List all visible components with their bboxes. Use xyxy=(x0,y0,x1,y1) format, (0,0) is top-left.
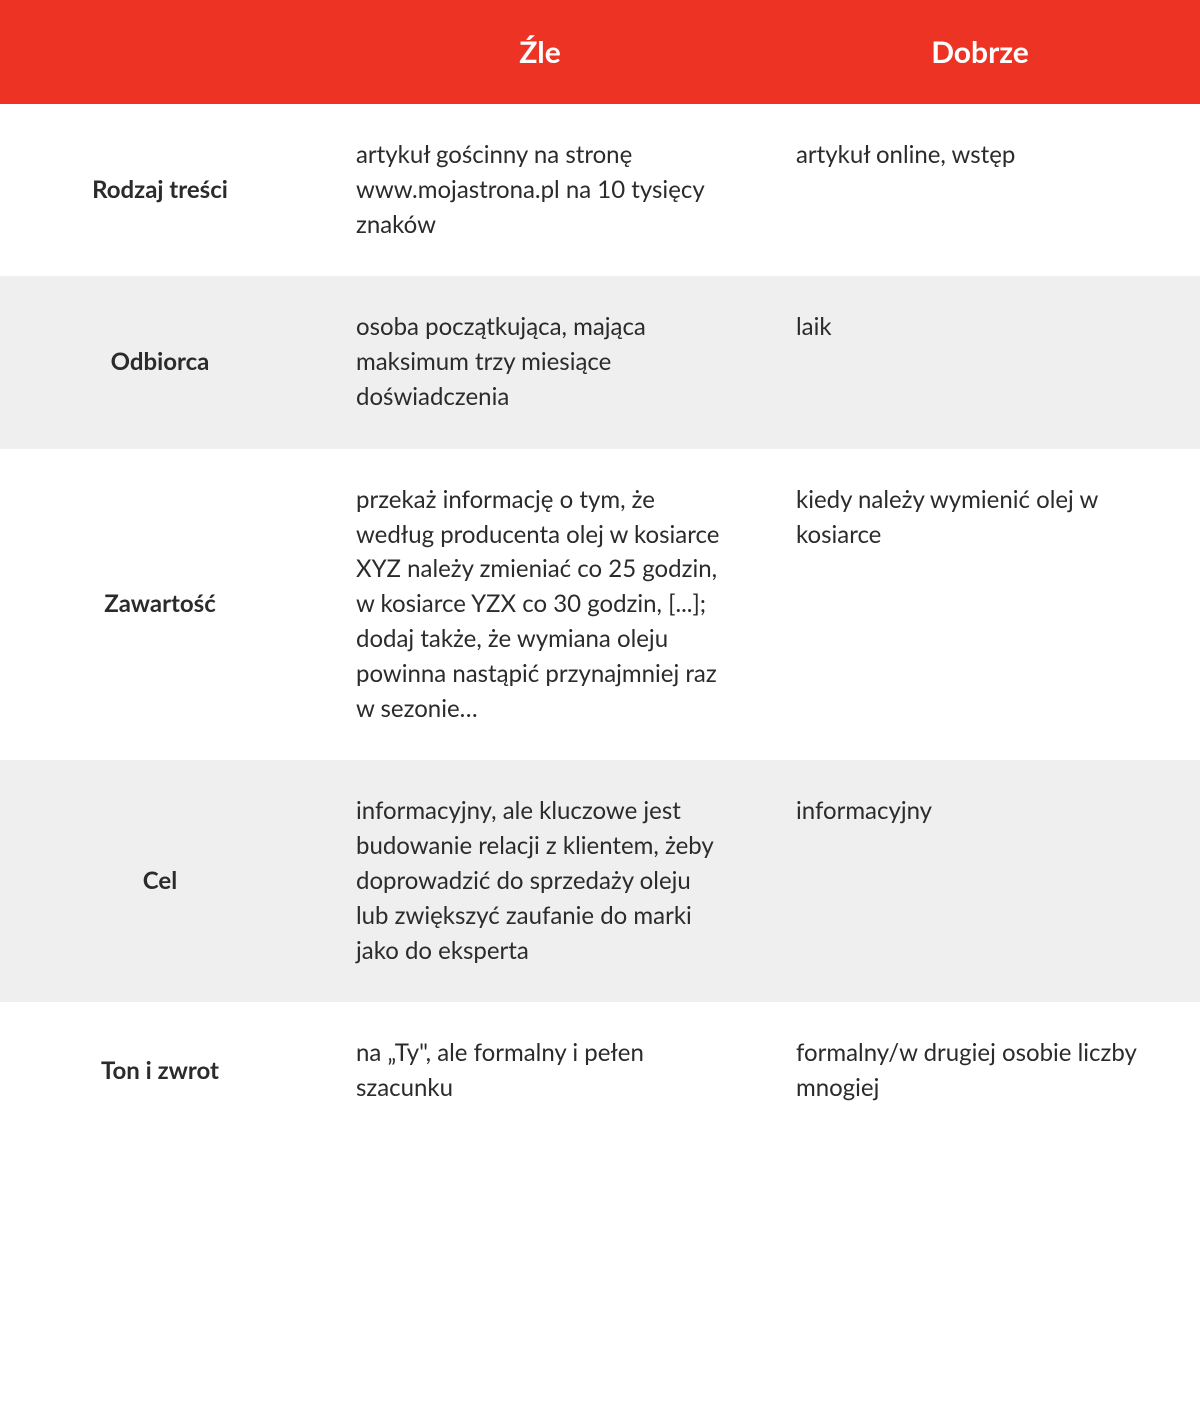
header-empty xyxy=(0,0,320,104)
comparison-table: Źle Dobrze Rodzaj treści artykuł gościnn… xyxy=(0,0,1200,1140)
cell-bad: osoba początkująca, mająca maksimum trzy… xyxy=(320,276,760,448)
cell-good: informacyjny xyxy=(760,760,1200,1002)
header-good: Dobrze xyxy=(760,0,1200,104)
cell-good: kiedy należy wymienić olej w kosiarce xyxy=(760,449,1200,761)
table-row: Zawartość przekaż informację o tym, że w… xyxy=(0,449,1200,761)
table-row: Odbiorca osoba początkująca, mająca maks… xyxy=(0,276,1200,448)
row-label: Odbiorca xyxy=(0,276,320,448)
row-label: Rodzaj treści xyxy=(0,104,320,276)
cell-bad: artykuł gościnny na stronę www.mojastron… xyxy=(320,104,760,276)
table-row: Cel informacyjny, ale kluczowe jest budo… xyxy=(0,760,1200,1002)
row-label: Zawartość xyxy=(0,449,320,761)
table-row: Rodzaj treści artykuł gościnny na stronę… xyxy=(0,104,1200,276)
row-label: Ton i zwrot xyxy=(0,1002,320,1140)
cell-good: formalny/w drugiej osobie liczby mnogiej xyxy=(760,1002,1200,1140)
table-row: Ton i zwrot na „Ty", ale formalny i pełe… xyxy=(0,1002,1200,1140)
header-bad: Źle xyxy=(320,0,760,104)
cell-bad: informacyjny, ale kluczowe jest budowani… xyxy=(320,760,760,1002)
cell-bad: na „Ty", ale formalny i pełen szacunku xyxy=(320,1002,760,1140)
table-header-row: Źle Dobrze xyxy=(0,0,1200,104)
cell-bad: przekaż informację o tym, że według prod… xyxy=(320,449,760,761)
cell-good: artykuł online, wstęp xyxy=(760,104,1200,276)
row-label: Cel xyxy=(0,760,320,1002)
cell-good: laik xyxy=(760,276,1200,448)
